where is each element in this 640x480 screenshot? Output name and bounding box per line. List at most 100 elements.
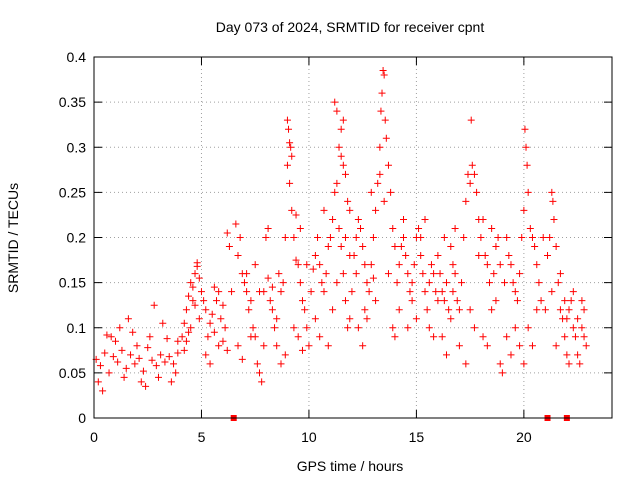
data-point [374,179,382,187]
data-point [243,270,251,278]
data-point [219,337,227,345]
data-point [492,243,500,251]
data-point [344,197,352,205]
data-point [135,354,143,362]
data-point [359,342,367,350]
data-point [479,333,487,341]
y-tick-label: 0.3 [67,139,87,155]
data-point [578,324,586,332]
data-point [369,234,377,241]
data-point [180,319,188,327]
data-point [157,351,165,359]
data-point [223,346,231,354]
data-point [277,288,285,296]
data-point [488,306,496,314]
data-point [477,234,485,241]
data-point [266,297,274,305]
data-point [447,243,455,251]
data-point [359,243,367,251]
data-point [189,283,197,291]
data-point [449,288,457,296]
data-point [379,67,387,75]
data-point [339,116,347,124]
data-point [554,279,562,287]
data-point [213,297,221,305]
x-tick-label: 15 [409,429,425,445]
data-point [279,279,287,287]
data-point [337,152,345,160]
data-point [264,224,272,232]
data-point [281,351,289,359]
data-point [582,342,590,350]
data-point [191,270,199,278]
data-point [496,261,504,269]
data-point [178,333,186,341]
data-point [331,98,339,106]
data-point [552,243,560,251]
data-point [438,333,446,341]
y-tick-label: 0.35 [59,94,86,110]
data-point [509,279,517,287]
data-point [391,333,399,341]
data-point [118,346,126,354]
data-point [234,342,242,350]
data-point [139,367,147,375]
data-point [281,234,289,241]
data-point [296,224,304,232]
data-point [380,197,388,205]
data-point [449,261,457,269]
data-point [167,378,175,386]
data-point [165,353,173,361]
data-point [197,288,205,296]
data-point [367,261,375,269]
data-point [425,324,433,332]
data-point [352,270,360,278]
data-point [423,306,431,314]
data-point [567,297,575,305]
data-point [361,306,369,314]
data-point [528,342,536,350]
data-point [311,315,319,323]
data-point [294,261,302,269]
data-point [389,324,397,332]
data-point [397,243,405,251]
data-point [256,288,264,296]
data-point [311,252,319,260]
data-point [277,360,285,368]
data-point [535,279,543,287]
x-tick-label: 10 [301,429,317,445]
data-point [96,362,104,370]
data-point [421,215,429,223]
data-point [372,206,380,214]
data-point [548,188,556,196]
y-tick-label: 0.2 [67,230,87,246]
data-point [417,234,425,241]
data-point [303,261,311,269]
data-point [318,279,326,287]
data-point [467,116,475,124]
data-point [111,337,119,345]
data-point [479,215,487,223]
data-point [292,256,300,264]
data-point [200,297,208,305]
data-point [550,215,558,223]
data-point [466,179,474,187]
data-point [260,342,268,350]
data-point [335,224,343,232]
data-point [148,356,156,364]
data-point [202,306,210,314]
data-point [400,234,408,241]
data-point [494,234,502,241]
data-point [483,261,491,269]
data-point [518,234,526,241]
data-point [434,252,442,260]
data-point [285,125,293,133]
data-point [361,261,369,269]
data-point [262,234,270,241]
data-point [268,283,276,291]
data-point [180,346,188,354]
data-point [219,301,227,309]
data-point [185,328,193,336]
data-point [314,234,322,241]
data-point [124,315,132,323]
